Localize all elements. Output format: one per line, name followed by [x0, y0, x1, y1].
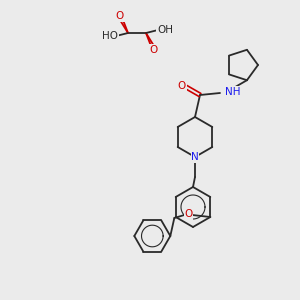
Text: O: O — [116, 11, 124, 21]
Text: N: N — [191, 152, 199, 162]
Text: NH: NH — [225, 87, 241, 97]
Text: O: O — [178, 81, 186, 91]
Text: OH: OH — [157, 25, 173, 35]
Text: HO: HO — [102, 31, 118, 41]
Text: O: O — [150, 45, 158, 55]
Text: O: O — [184, 209, 192, 219]
